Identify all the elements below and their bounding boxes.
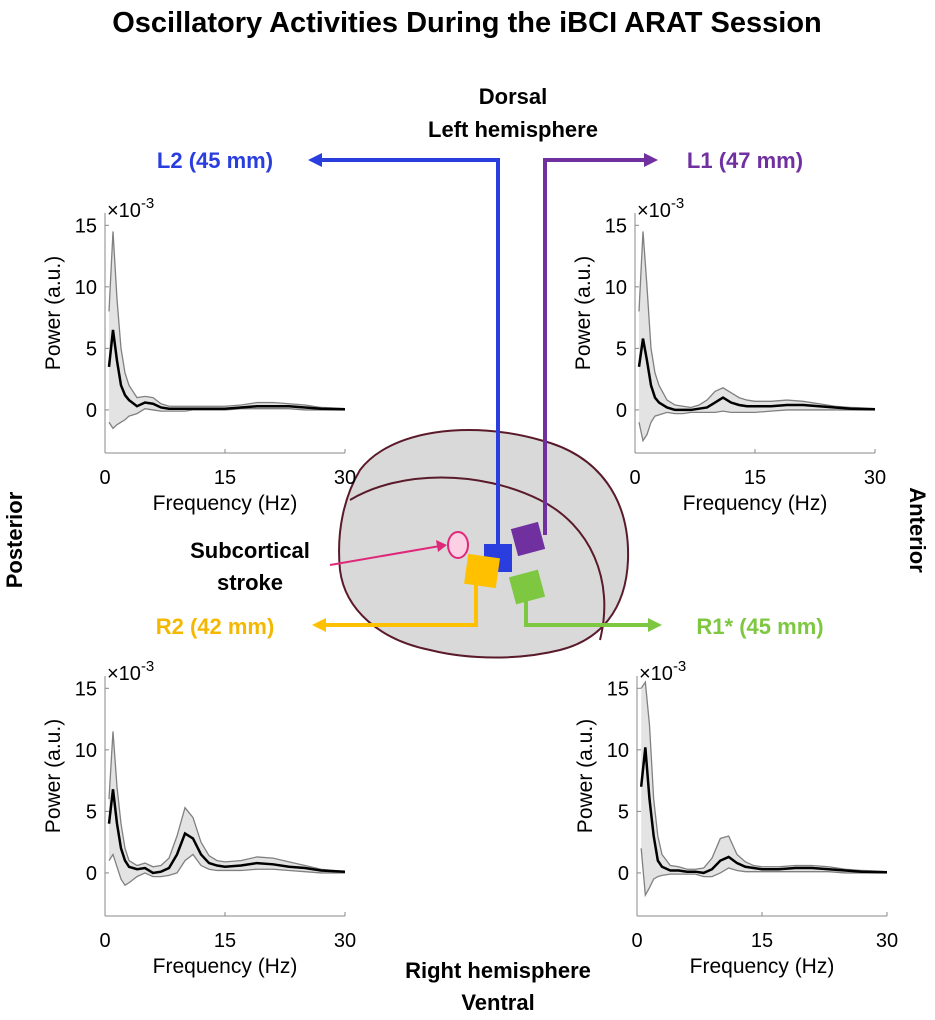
stroke-label: Subcortical: [190, 538, 310, 563]
x-tick-label: 0: [99, 930, 110, 952]
y-axis-label: Power (a.u.): [42, 719, 65, 833]
band: [109, 231, 345, 429]
y-axis-label: Power (a.u.): [42, 256, 65, 370]
x-tick-label: 0: [99, 467, 110, 489]
electrode-r2: [464, 553, 500, 589]
y-tick-label: 15: [75, 678, 97, 700]
bound-line: [638, 231, 876, 410]
left-hemisphere-label: Left hemisphere: [428, 117, 598, 142]
stroke-site: [447, 531, 469, 559]
y-tick-label: 0: [86, 863, 97, 885]
x-tick-label: 0: [629, 467, 640, 489]
arrowhead: [648, 618, 662, 632]
brain: [338, 429, 630, 659]
arrow: [322, 580, 478, 627]
connectors: [308, 153, 662, 632]
y-multiplier: ×10-3: [107, 658, 154, 685]
bound-line: [108, 408, 345, 430]
arrow: [543, 158, 648, 535]
arrowhead: [308, 153, 322, 167]
arrow: [318, 158, 500, 548]
chart-title: R1* (45 mm): [696, 614, 823, 639]
arrow: [329, 545, 441, 566]
y-multiplier: ×10-3: [637, 195, 684, 222]
x-tick-label: 30: [876, 930, 898, 952]
x-axis-label: Frequency (Hz): [153, 492, 298, 515]
electrode-l1: [510, 521, 546, 557]
y-tick-label: 0: [616, 400, 627, 422]
x-axis-label: Frequency (Hz): [690, 955, 835, 978]
mean-line: [107, 329, 346, 411]
multiplier-base: ×10: [637, 200, 671, 222]
bound-line: [108, 731, 346, 873]
y-tick-label: 5: [86, 801, 97, 823]
multiplier-base: ×10: [639, 663, 673, 685]
y-tick-label: 10: [75, 740, 97, 762]
multiplier-base: ×10: [107, 663, 141, 685]
electrode-r1: [508, 569, 546, 605]
multiplier-exponent: -3: [673, 658, 686, 675]
y-axis-label: Power (a.u.): [574, 719, 597, 833]
y-multiplier: ×10-3: [639, 658, 686, 685]
x-tick-label: 30: [334, 467, 356, 489]
stroke-label: stroke: [217, 570, 283, 595]
hemisphere-line: [349, 476, 606, 641]
chart-title: R2 (42 mm): [156, 614, 275, 639]
y-tick-label: 10: [605, 277, 627, 299]
multiplier-exponent: -3: [671, 195, 684, 212]
brain-outline: [338, 429, 630, 659]
x-tick-label: 15: [744, 467, 766, 489]
figure-title: Oscillatory Activities During the iBCI A…: [112, 7, 822, 39]
chart-title: L1 (47 mm): [687, 148, 803, 173]
band: [641, 682, 887, 896]
mean-line: [107, 789, 346, 875]
x-tick-label: 15: [214, 467, 236, 489]
x-tick-label: 30: [334, 930, 356, 952]
bound-line: [640, 848, 887, 898]
dorsal-label: Dorsal: [479, 84, 547, 109]
y-tick-label: 0: [86, 400, 97, 422]
chart-title: L2 (45 mm): [157, 148, 273, 173]
multiplier-exponent: -3: [141, 658, 154, 675]
posterior-label: Posterior: [2, 491, 27, 588]
x-tick-label: 15: [751, 930, 773, 952]
y-tick-label: 5: [618, 801, 629, 823]
y-tick-label: 15: [607, 678, 629, 700]
mean-line: [637, 338, 876, 412]
y-tick-label: 5: [616, 338, 627, 360]
x-axis-label: Frequency (Hz): [153, 955, 298, 978]
y-tick-label: 15: [75, 215, 97, 237]
y-multiplier: ×10-3: [107, 195, 154, 222]
ventral-label: Ventral: [461, 990, 534, 1015]
multiplier-base: ×10: [107, 200, 141, 222]
mean-line: [639, 747, 888, 875]
bound-line: [108, 231, 346, 410]
x-tick-label: 30: [864, 467, 886, 489]
bound-line: [108, 852, 345, 887]
anterior-label: Anterior: [905, 487, 930, 573]
arrowhead: [644, 153, 658, 167]
x-tick-label: 0: [631, 930, 642, 952]
y-axis-label: Power (a.u.): [572, 256, 595, 370]
y-tick-label: 5: [86, 338, 97, 360]
right-hemisphere-label: Right hemisphere: [405, 958, 591, 983]
x-axis-label: Frequency (Hz): [683, 492, 828, 515]
arrowhead: [312, 618, 326, 632]
y-tick-label: 10: [75, 277, 97, 299]
y-tick-label: 0: [618, 863, 629, 885]
bound-line: [640, 680, 888, 873]
y-tick-label: 15: [605, 215, 627, 237]
arrowhead: [436, 540, 447, 552]
arrow: [524, 595, 652, 627]
bound-line: [638, 409, 875, 443]
multiplier-exponent: -3: [141, 195, 154, 212]
x-tick-label: 15: [214, 930, 236, 952]
y-tick-label: 10: [607, 740, 629, 762]
